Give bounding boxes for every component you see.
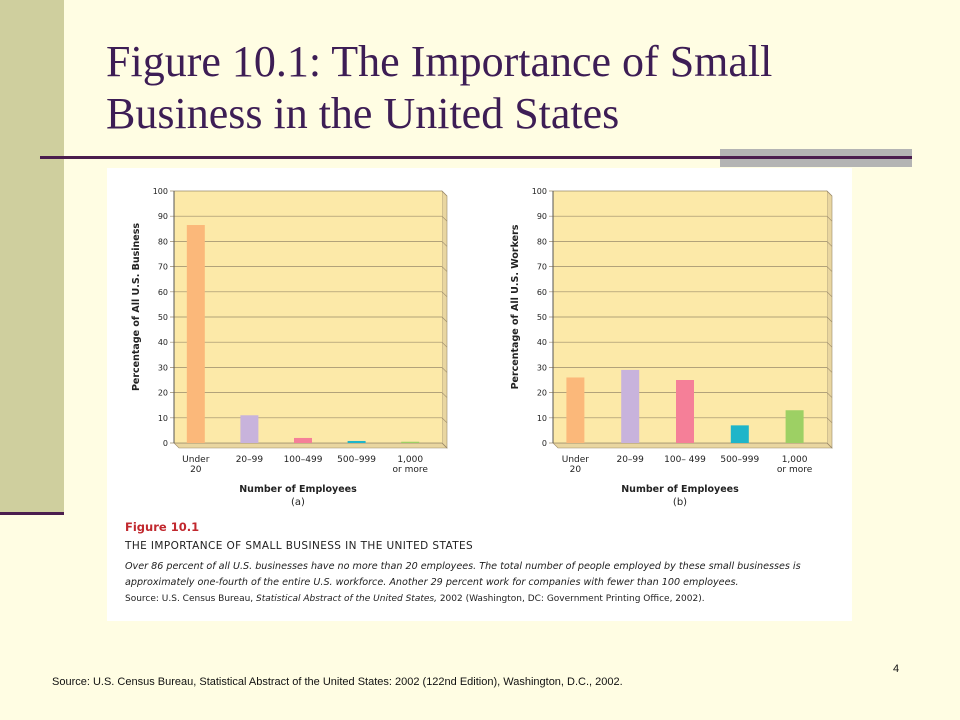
chart-a-bar bbox=[401, 441, 420, 443]
chart-b-gridline-side bbox=[826, 190, 833, 197]
chart-a-y-tick-label: 60 bbox=[158, 288, 168, 297]
chart-b-gridline-side bbox=[826, 392, 833, 398]
chart-b-gridline-side bbox=[826, 341, 833, 348]
chart-a-x-tick-label: 100–499 bbox=[284, 455, 323, 465]
chart-a-gridline-side bbox=[441, 367, 448, 373]
chart-b-gridline-side bbox=[826, 291, 833, 298]
chart-b-gridline-side bbox=[826, 241, 833, 247]
slide-title: Figure 10.1: The Importance of Small Bus… bbox=[106, 36, 906, 140]
chart-a-gridline-side bbox=[441, 417, 448, 424]
chart-a-gridline-side bbox=[441, 215, 448, 222]
title-rule-overlay bbox=[720, 156, 912, 159]
chart-b-sublabel: (b) bbox=[673, 497, 687, 508]
chart-a-y-tick-label: 50 bbox=[158, 313, 168, 322]
chart-a-gridline-side bbox=[441, 241, 448, 247]
chart-b-gridline-side bbox=[826, 266, 833, 272]
left-accent-bar bbox=[0, 0, 64, 512]
chart-b-x-tick-label: 20 bbox=[570, 465, 582, 475]
chart-a-y-tick-label: 30 bbox=[158, 363, 168, 372]
chart-b-bar bbox=[621, 369, 640, 443]
chart-a-y-tick-label: 100 bbox=[153, 187, 168, 196]
chart-a-x-tick-label: 500–999 bbox=[337, 455, 376, 465]
chart-a-sublabel: (a) bbox=[291, 497, 305, 508]
chart-b-x-tick-label: 500–999 bbox=[720, 455, 759, 465]
chart-b-x-axis-label: Number of Employees bbox=[621, 484, 739, 495]
chart-b-y-tick-label: 50 bbox=[537, 313, 547, 322]
slide-source: Source: U.S. Census Bureau, Statistical … bbox=[52, 676, 623, 688]
caption-source-prefix: Source: U.S. Census Bureau, bbox=[125, 594, 257, 604]
chart-b-bar bbox=[730, 425, 749, 443]
chart-b-x-tick-label: 20–99 bbox=[616, 455, 644, 465]
chart-b-y-tick-label: 0 bbox=[542, 439, 547, 448]
chart-b-y-tick-label: 10 bbox=[537, 414, 547, 423]
chart-a-x-tick-label: 20–99 bbox=[236, 455, 264, 465]
chart-b-x-tick-label: 100– 499 bbox=[664, 455, 706, 465]
chart-b-y-tick-label: 60 bbox=[537, 288, 547, 297]
chart-a-gridline-side bbox=[441, 266, 448, 272]
chart-a-y-tick-label: 20 bbox=[158, 389, 168, 398]
chart-b-y-axis-label: Percentage of All U.S. Workers bbox=[510, 224, 521, 389]
chart-a-x-tick-label: or more bbox=[393, 465, 429, 475]
left-accent-rule bbox=[0, 512, 64, 515]
chart-a-x-axis-label: Number of Employees bbox=[239, 484, 357, 495]
chart-a-gridline-side bbox=[441, 291, 448, 298]
chart-b-bar bbox=[676, 380, 694, 443]
chart-a-bar bbox=[186, 225, 205, 443]
caption-source-title: Statistical Abstract of the United State… bbox=[256, 594, 437, 604]
chart-b-gridline-side bbox=[826, 367, 833, 373]
chart-b-y-tick-label: 40 bbox=[537, 338, 547, 347]
chart-a-gridline-side bbox=[441, 442, 448, 449]
chart-b-gridline-side bbox=[826, 316, 833, 323]
chart-a-gridline-side bbox=[441, 190, 448, 197]
chart-a-y-tick-label: 70 bbox=[158, 263, 168, 272]
caption-body: Over 86 percent of all U.S. businesses h… bbox=[125, 561, 801, 588]
caption-figure-label: Figure 10.1 bbox=[125, 520, 200, 534]
chart-b-y-tick-label: 30 bbox=[537, 363, 547, 372]
chart-b-x-tick-label: 1,000 bbox=[782, 455, 808, 465]
chart-a-gridline-side bbox=[441, 392, 448, 398]
slide-title-line-2: Business in the United States bbox=[106, 89, 620, 138]
chart-a-y-tick-label: 0 bbox=[163, 439, 168, 448]
chart-a-gridline-side bbox=[441, 316, 448, 323]
chart-a-x-tick-label: Under bbox=[182, 455, 210, 465]
chart-a-y-axis-label: Percentage of All U.S. Business bbox=[131, 223, 142, 391]
chart-b-y-tick-label: 20 bbox=[537, 389, 547, 398]
chart-b-y-tick-label: 90 bbox=[537, 212, 547, 221]
chart-a-bar bbox=[294, 437, 312, 443]
chart-a-y-tick-label: 40 bbox=[158, 338, 168, 347]
chart-b-y-tick-label: 70 bbox=[537, 263, 547, 272]
title-rule bbox=[40, 156, 912, 159]
chart-b-y-tick-label: 80 bbox=[537, 237, 547, 246]
chart-a-x-tick-label: 1,000 bbox=[397, 455, 423, 465]
chart-a-x-tick-label: 20 bbox=[190, 465, 202, 475]
chart-a-bar bbox=[347, 440, 366, 443]
chart-b-gridline-side bbox=[826, 417, 833, 424]
chart-b-gridline-side bbox=[826, 442, 833, 449]
chart-b-x-tick-label: or more bbox=[777, 465, 813, 475]
chart-b-bar bbox=[566, 377, 585, 443]
chart-a-gridline-side bbox=[441, 341, 448, 348]
chart-a-y-tick-label: 10 bbox=[158, 414, 168, 423]
slide-number: 4 bbox=[893, 663, 900, 675]
caption-source-suffix: 2002 (Washington, DC: Government Printin… bbox=[436, 594, 705, 604]
chart-b-gridline-side bbox=[826, 215, 833, 222]
chart-a-bar bbox=[240, 415, 259, 443]
caption-source: Source: U.S. Census Bureau, Statistical … bbox=[125, 593, 845, 606]
chart-b-y-tick-label: 100 bbox=[532, 187, 547, 196]
chart-a-floor bbox=[173, 442, 448, 449]
slide-title-line-1: Figure 10.1: The Importance of Small bbox=[106, 37, 773, 86]
chart-b-floor bbox=[552, 442, 833, 449]
caption-heading: THE IMPORTANCE OF SMALL BUSINESS IN THE … bbox=[125, 540, 474, 552]
figure-caption: Figure 10.1 THE IMPORTANCE OF SMALL BUSI… bbox=[125, 520, 845, 606]
chart-b-bar bbox=[785, 410, 804, 443]
chart-b-x-tick-label: Under bbox=[562, 455, 590, 465]
chart-a-y-tick-label: 90 bbox=[158, 212, 168, 221]
chart-a-y-tick-label: 80 bbox=[158, 237, 168, 246]
